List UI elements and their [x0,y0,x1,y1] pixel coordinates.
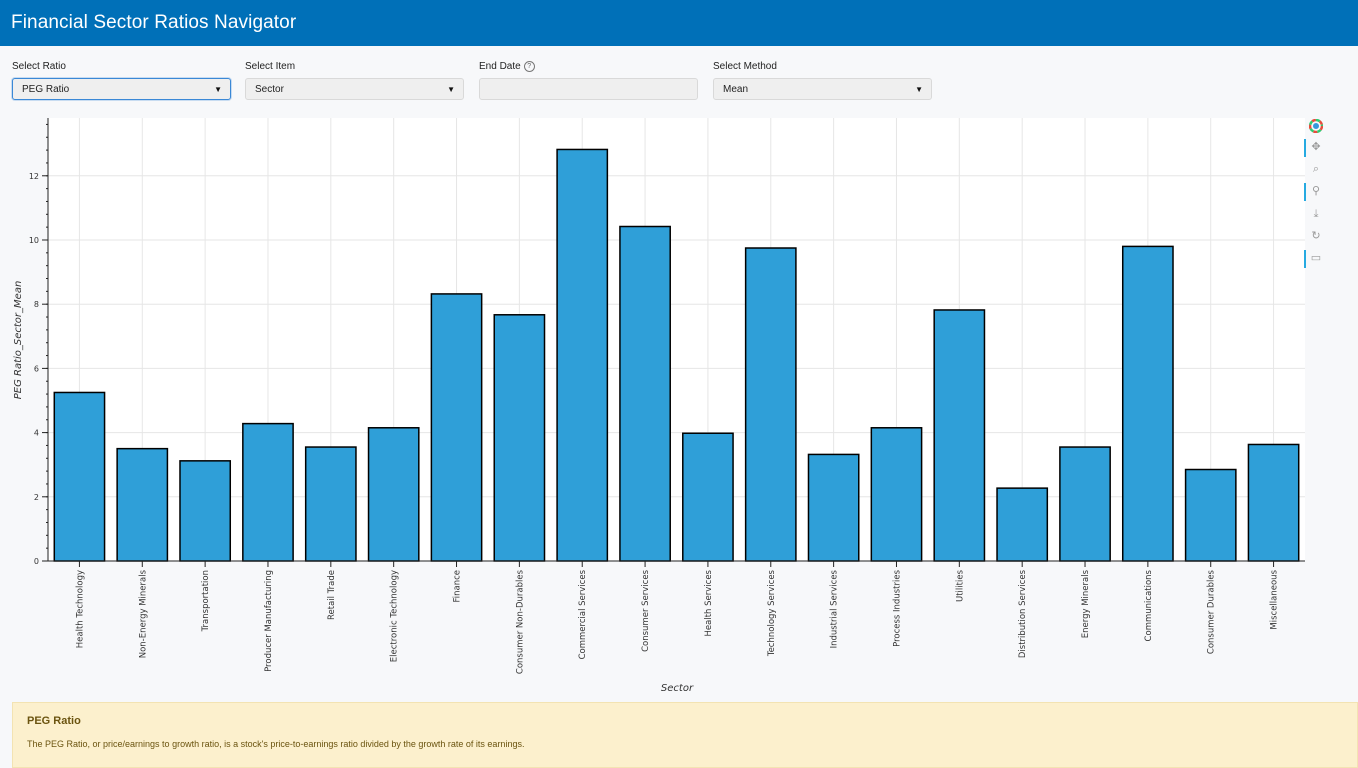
bar [807,453,860,562]
x-tick-label: Process Industries [892,569,902,646]
select-item-value: Sector [255,84,284,95]
bar [744,247,797,562]
bar [242,422,294,562]
select-item-label: Select Item [245,61,296,72]
bar [619,225,671,562]
bar-chart[interactable]: Health Technology Non-Energy Minerals Tran… [0,112,1358,697]
x-tick-label: Consumer Durables [1207,569,1217,654]
y-tick-label: 6 [34,364,39,373]
bar [870,427,923,562]
bar [933,309,986,562]
select-item-control: Select Item Sector ▼ [245,60,464,100]
y-tick-label: 12 [29,172,39,181]
y-tick-label: 0 [34,557,39,566]
wheel-zoom-icon[interactable]: ⚲ [1304,181,1328,201]
box-zoom-icon[interactable]: ⌕ [1312,163,1320,175]
chevron-down-icon: ▼ [214,85,222,94]
bar [430,293,483,562]
x-tick-label: Transportation [201,570,211,632]
controls-bar: Select Ratio PEG Ratio ▼ Select Item Sec… [0,60,1358,110]
x-tick-label: Utilities [955,569,965,602]
app-header: Financial Sector Ratios Navigator [0,0,1358,46]
select-ratio-label: Select Ratio [12,61,66,72]
y-axis-label: PEG Ratio_Sector_Mean [13,281,24,400]
x-tick-label: Producer Manufacturing [264,570,274,672]
select-method-dropdown[interactable]: Mean ▼ [713,78,932,100]
x-tick-label: Industrial Services [830,569,840,648]
select-item-dropdown[interactable]: Sector ▼ [245,78,464,100]
bar [53,391,106,562]
x-tick-label: Electronic Technology [390,570,400,662]
bar [1247,443,1300,562]
bar [116,447,169,562]
select-ratio-control: Select Ratio PEG Ratio ▼ [12,60,231,100]
bar [556,148,609,562]
pan-icon[interactable]: ✥ [1304,137,1328,157]
x-tick-label: Retail Trade [327,570,337,620]
x-tick-labels: Health Technology Non-Energy Minerals Tran… [75,569,1279,674]
end-date-input[interactable] [479,78,698,100]
bar [682,432,734,562]
chevron-down-icon: ▼ [915,85,923,94]
x-tick-label: Non-Energy Minerals [138,569,148,658]
y-tick-label: 2 [34,493,39,502]
x-tick-label: Consumer Non-Durables [515,569,525,674]
bar [493,314,546,562]
y-tick-label: 8 [34,300,39,309]
y-tick-label: 10 [29,236,39,245]
bar [1059,446,1111,562]
x-tick-label: Health Services [704,569,714,636]
select-method-label: Select Method [713,61,777,72]
select-ratio-dropdown[interactable]: PEG Ratio ▼ [12,78,231,100]
select-method-value: Mean [723,84,749,95]
bars-group [53,148,1300,562]
plot-background [48,118,1305,561]
plot-toolbar: ✥ ⌕ ⚲ ⤓ ↻ ▭ [1304,116,1328,276]
x-tick-label: Technology Services [767,569,777,657]
app-title: Financial Sector Ratios Navigator [11,12,297,33]
hover-icon[interactable]: ▭ [1304,248,1328,268]
bar [304,446,357,562]
end-date-label-text: End Date [479,61,521,72]
info-text: The PEG Ratio, or price/earnings to grow… [27,739,525,749]
help-icon[interactable]: ? [523,60,535,72]
x-tick-label: Health Technology [75,570,85,648]
y-tick-labels: 0 2 4 6 8 10 12 [29,172,39,566]
info-panel: PEG Ratio The PEG Ratio, or price/earnin… [12,702,1358,768]
reset-icon[interactable]: ↻ [1311,230,1321,242]
bar [179,460,232,562]
bar [996,487,1049,562]
x-tick-label: Miscellaneous [1270,569,1280,629]
axes-group [42,118,1305,567]
bar [367,427,420,562]
bar [1121,245,1174,562]
x-tick-label: Finance [453,570,463,603]
x-tick-label: Energy Minerals [1081,569,1091,638]
y-tick-label: 4 [34,429,39,438]
select-method-control: Select Method Mean ▼ [713,60,932,100]
save-icon[interactable]: ⤓ [1313,208,1319,220]
end-date-label: End Date? [479,60,535,74]
x-axis-label: Sector [661,683,694,694]
x-tick-label: Consumer Services [641,569,651,651]
chart-area[interactable]: Health Technology Non-Energy Minerals Tran… [0,112,1358,697]
select-ratio-value: PEG Ratio [22,84,70,95]
x-tick-label: Communications [1144,569,1154,641]
info-title: PEG Ratio [27,715,81,727]
bokeh-logo-icon[interactable] [1304,116,1328,136]
x-tick-label: Commercial Services [578,569,588,659]
bar [1184,468,1237,562]
x-tick-label: Distribution Services [1018,569,1028,658]
end-date-control: End Date? [479,60,698,100]
chevron-down-icon: ▼ [447,85,455,94]
